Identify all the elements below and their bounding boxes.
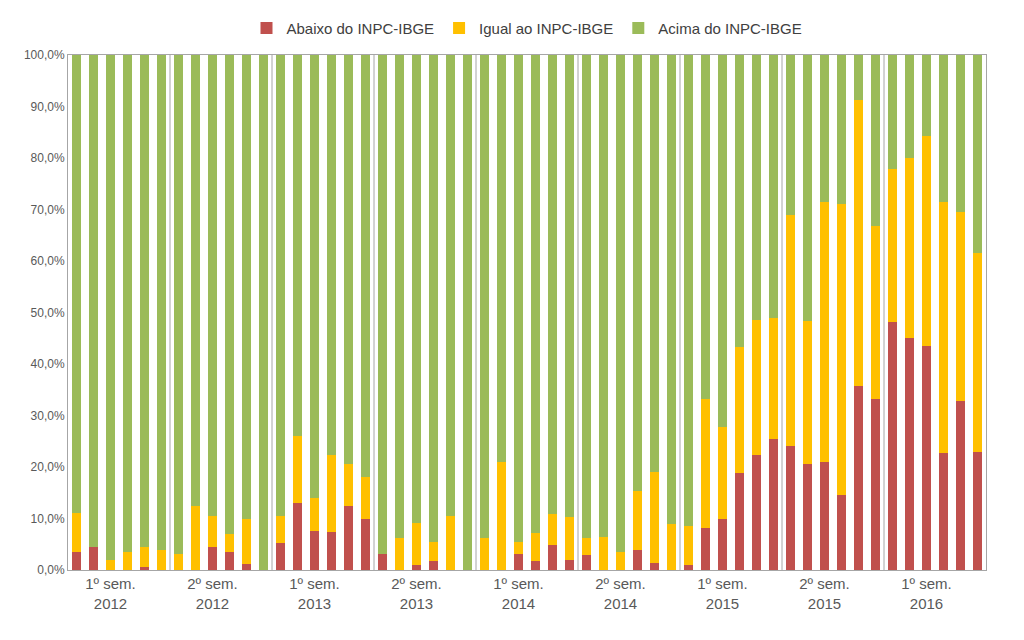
svg-text:100,0%: 100,0%	[24, 48, 65, 62]
svg-text:1º sem.2016: 1º sem.2016	[901, 575, 952, 612]
svg-text:Igual ao INPC-IBGE: Igual ao INPC-IBGE	[479, 20, 613, 37]
svg-text:20,0%: 20,0%	[31, 460, 65, 474]
svg-text:2º sem.2013: 2º sem.2013	[391, 575, 442, 612]
svg-text:2º sem.2015: 2º sem.2015	[799, 575, 850, 612]
svg-text:90,0%: 90,0%	[31, 100, 65, 114]
svg-text:30,0%: 30,0%	[31, 409, 65, 423]
svg-text:50,0%: 50,0%	[31, 306, 65, 320]
svg-text:40,0%: 40,0%	[31, 357, 65, 371]
svg-text:70,0%: 70,0%	[31, 203, 65, 217]
svg-text:1º sem.2014: 1º sem.2014	[493, 575, 544, 612]
svg-text:1º sem.2013: 1º sem.2013	[289, 575, 340, 612]
svg-text:1º sem.2012: 1º sem.2012	[85, 575, 136, 612]
svg-text:1º sem.2015: 1º sem.2015	[697, 575, 748, 612]
svg-text:0,0%: 0,0%	[37, 563, 65, 577]
svg-text:Abaixo do INPC-IBGE: Abaixo do INPC-IBGE	[287, 20, 435, 37]
svg-text:2º sem.2012: 2º sem.2012	[187, 575, 238, 612]
svg-text:2º sem.2014: 2º sem.2014	[595, 575, 646, 612]
svg-text:Acima do INPC-IBGE: Acima do INPC-IBGE	[658, 20, 801, 37]
svg-text:10,0%: 10,0%	[31, 512, 65, 526]
svg-text:60,0%: 60,0%	[31, 254, 65, 268]
svg-text:80,0%: 80,0%	[31, 151, 65, 165]
